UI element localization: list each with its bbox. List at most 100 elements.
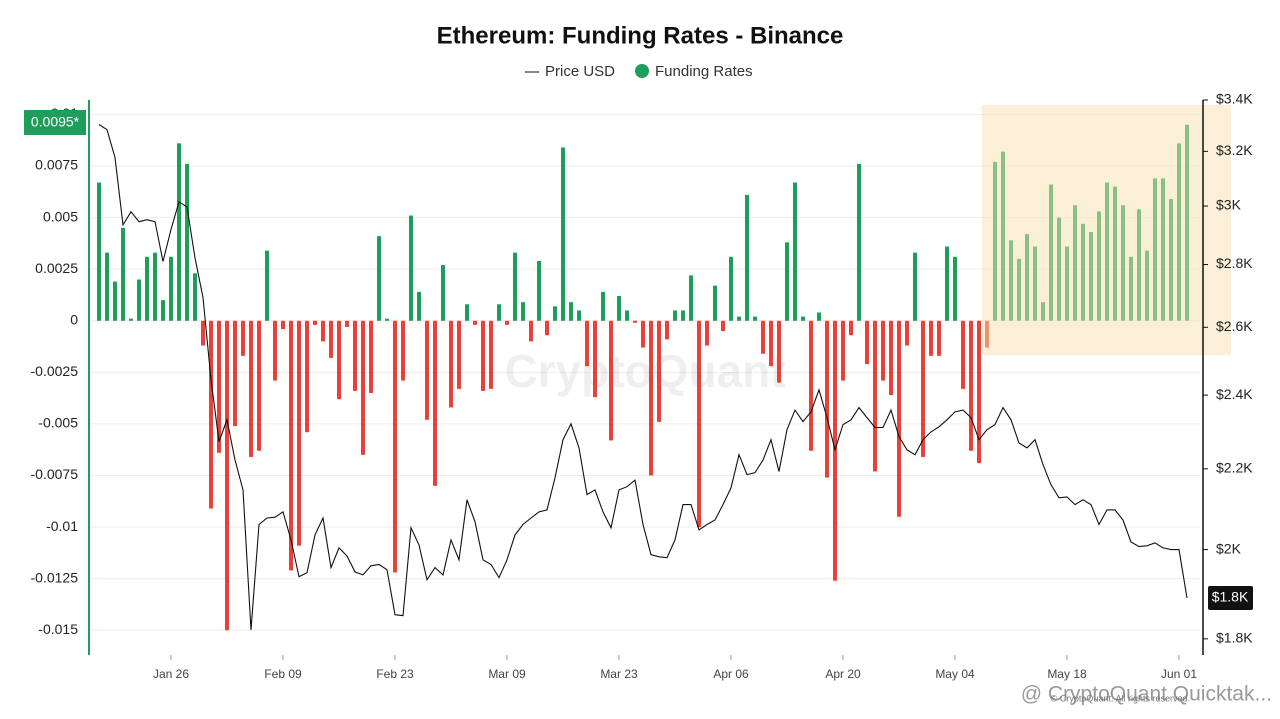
bar [705, 320, 709, 346]
bar [361, 320, 365, 455]
bar [601, 291, 605, 321]
legend: Price USD Funding Rates [525, 63, 753, 80]
bar [593, 320, 597, 398]
bar [113, 281, 117, 321]
bar [145, 256, 149, 321]
bar [929, 320, 933, 356]
bar [969, 320, 973, 451]
bar [641, 320, 645, 348]
bar [257, 320, 261, 451]
bar [609, 320, 613, 441]
y-tick-label: 0 [70, 311, 78, 327]
bar [977, 320, 981, 464]
bar [265, 250, 269, 321]
y2-tick-label: $3K [1216, 197, 1242, 213]
y-tick-label: -0.01 [46, 518, 78, 534]
bar [473, 320, 477, 325]
bar [153, 252, 157, 321]
bar [913, 252, 917, 321]
bar [273, 320, 277, 381]
bar [561, 147, 565, 321]
bar [793, 182, 797, 321]
bar [713, 285, 717, 321]
bar [129, 318, 133, 321]
y2-tick-label: $2K [1216, 540, 1242, 556]
bar [393, 320, 397, 573]
y-tick-label: -0.0125 [31, 569, 79, 585]
bar [465, 304, 469, 321]
bar [209, 320, 213, 509]
y2-tick-label: $3.4K [1216, 91, 1253, 107]
bar [809, 320, 813, 451]
price-line [98, 124, 1188, 630]
y-tick-label: 0.0075 [35, 157, 78, 173]
x-tick-label: Feb 23 [376, 667, 414, 681]
x-tick-label: Apr 06 [713, 667, 749, 681]
bar [329, 320, 333, 358]
chart-title: Ethereum: Funding Rates - Binance [437, 22, 844, 49]
bar [841, 320, 845, 381]
bar [497, 304, 501, 321]
x-tick-label: Feb 09 [264, 667, 302, 681]
y-tick-label: 0.005 [43, 208, 78, 224]
bar [337, 320, 341, 400]
bar [377, 236, 381, 321]
y-tick-label: -0.0025 [31, 363, 79, 379]
bar [481, 320, 485, 391]
bar [873, 320, 877, 472]
bar [185, 163, 189, 321]
bar [161, 300, 165, 321]
bar [665, 320, 669, 340]
bar [785, 242, 789, 321]
bar [545, 320, 549, 336]
bar [369, 320, 373, 393]
bar [769, 320, 773, 367]
bar [513, 252, 517, 321]
bar [177, 143, 181, 321]
bar [817, 312, 821, 321]
bar [321, 320, 325, 342]
bar [97, 182, 101, 321]
bar [657, 320, 661, 422]
bar [865, 320, 869, 365]
bar [297, 320, 301, 546]
copyright: © CryptoQuant. All rights reserved. [1051, 693, 1190, 703]
bar [945, 246, 949, 321]
bar [897, 320, 901, 517]
y2-tick-label: $2.2K [1216, 460, 1253, 476]
bar [697, 320, 701, 528]
x-tick-label: Jan 26 [153, 667, 189, 681]
last-price-label: $1.8K [1212, 589, 1249, 605]
bar [457, 320, 461, 389]
bar [105, 252, 109, 321]
bar [721, 320, 725, 332]
y-tick-label: 0.0025 [35, 260, 78, 276]
bar [881, 320, 885, 381]
bar [777, 320, 781, 383]
bar [537, 260, 541, 321]
highlight-box [982, 105, 1231, 355]
y-tick-label: -0.015 [38, 621, 78, 637]
x-tick-label: Mar 23 [600, 667, 638, 681]
y2-tick-label: $1.8K [1216, 630, 1253, 646]
bar [521, 302, 525, 321]
bar [673, 310, 677, 321]
bar [729, 256, 733, 321]
bar [753, 316, 757, 321]
bar [569, 302, 573, 321]
y-tick-label: -0.005 [38, 415, 78, 431]
legend-label: Price USD [545, 63, 615, 80]
bar [281, 320, 285, 330]
y2-tick-label: $2.4K [1216, 386, 1253, 402]
bar [193, 273, 197, 321]
bar [449, 320, 453, 408]
y2-tick-label: $3.2K [1216, 142, 1253, 158]
footer: @ CryptoQuant Quicktak... [1021, 683, 1272, 706]
x-tick-label: May 18 [1047, 667, 1087, 681]
bar [417, 291, 421, 321]
bar [137, 279, 141, 321]
bar [905, 320, 909, 346]
bar [849, 320, 853, 336]
bar [289, 320, 293, 571]
